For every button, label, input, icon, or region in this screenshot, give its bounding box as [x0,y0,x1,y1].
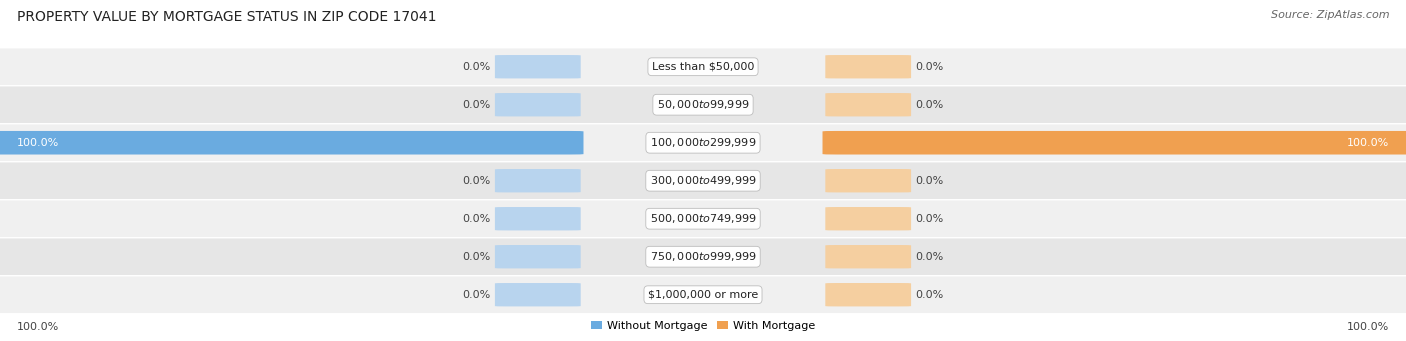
Text: $1,000,000 or more: $1,000,000 or more [648,290,758,300]
FancyBboxPatch shape [825,207,911,231]
Text: 0.0%: 0.0% [915,252,943,262]
FancyBboxPatch shape [825,93,911,116]
Text: 0.0%: 0.0% [915,290,943,300]
Text: 0.0%: 0.0% [915,62,943,72]
Text: 0.0%: 0.0% [463,214,491,224]
FancyBboxPatch shape [825,55,911,78]
Legend: Without Mortgage, With Mortgage: Without Mortgage, With Mortgage [586,316,820,336]
Text: 0.0%: 0.0% [915,100,943,110]
FancyBboxPatch shape [0,238,1406,276]
FancyBboxPatch shape [495,55,581,78]
Text: PROPERTY VALUE BY MORTGAGE STATUS IN ZIP CODE 17041: PROPERTY VALUE BY MORTGAGE STATUS IN ZIP… [17,10,436,24]
FancyBboxPatch shape [0,276,1406,314]
FancyBboxPatch shape [495,245,581,268]
Text: $750,000 to $999,999: $750,000 to $999,999 [650,250,756,263]
Text: 100.0%: 100.0% [17,322,59,332]
Text: 100.0%: 100.0% [1347,322,1389,332]
Text: 0.0%: 0.0% [915,214,943,224]
Text: 100.0%: 100.0% [1347,138,1389,148]
FancyBboxPatch shape [495,283,581,307]
FancyBboxPatch shape [0,48,1406,86]
Text: 0.0%: 0.0% [463,100,491,110]
Text: $500,000 to $749,999: $500,000 to $749,999 [650,212,756,225]
FancyBboxPatch shape [0,86,1406,124]
Text: $50,000 to $99,999: $50,000 to $99,999 [657,98,749,111]
FancyBboxPatch shape [825,283,911,307]
Text: 0.0%: 0.0% [463,290,491,300]
FancyBboxPatch shape [495,207,581,231]
Text: Source: ZipAtlas.com: Source: ZipAtlas.com [1271,10,1389,20]
FancyBboxPatch shape [0,131,583,154]
Text: 100.0%: 100.0% [17,138,59,148]
FancyBboxPatch shape [0,162,1406,200]
Text: Less than $50,000: Less than $50,000 [652,62,754,72]
Text: 0.0%: 0.0% [915,176,943,186]
Text: 0.0%: 0.0% [463,62,491,72]
Text: $300,000 to $499,999: $300,000 to $499,999 [650,174,756,187]
Text: 0.0%: 0.0% [463,252,491,262]
FancyBboxPatch shape [495,93,581,116]
FancyBboxPatch shape [825,169,911,192]
FancyBboxPatch shape [495,169,581,192]
FancyBboxPatch shape [823,131,1406,154]
FancyBboxPatch shape [0,200,1406,238]
FancyBboxPatch shape [0,124,1406,162]
FancyBboxPatch shape [825,245,911,268]
Text: 0.0%: 0.0% [463,176,491,186]
Text: $100,000 to $299,999: $100,000 to $299,999 [650,136,756,149]
